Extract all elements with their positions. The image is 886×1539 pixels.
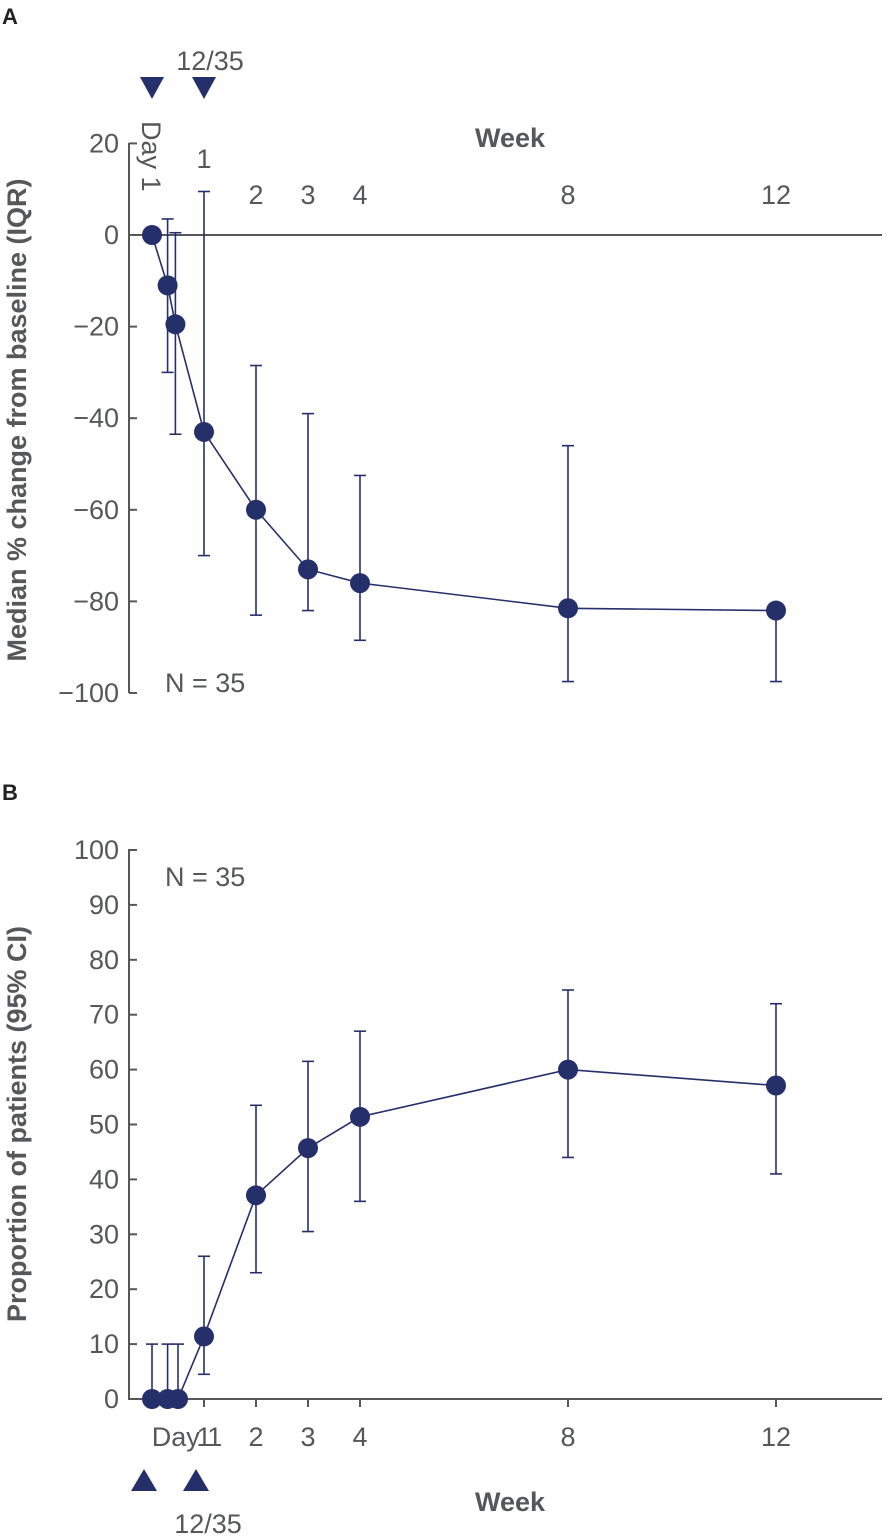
panel-b: B Proportion of patients (95% CI) Week N…: [2, 780, 882, 1539]
data-point: [766, 1075, 786, 1096]
y-tick-label: 60: [89, 1055, 119, 1085]
data-point: [298, 1138, 318, 1159]
x-tick-label: Day 1: [136, 121, 166, 192]
panel-a-y-ticks: 20 0 −20 −40 −60 −80 −100: [58, 128, 137, 708]
y-tick-label: 0: [104, 220, 119, 250]
y-tick-label: 10: [89, 1329, 119, 1359]
data-point: [168, 1389, 188, 1409]
panel-a: A Median % change from baseline (IQR) We…: [2, 4, 882, 708]
y-tick-label: 20: [89, 1274, 119, 1304]
panel-a-markers: [140, 77, 216, 99]
y-tick-label: 20: [89, 128, 119, 158]
panel-a-marker-label: 12/35: [176, 46, 244, 76]
panel-a-n-annotation: N = 35: [165, 668, 245, 698]
panel-b-x-axis-title: Week: [475, 1487, 546, 1517]
dose-marker: [183, 1469, 209, 1491]
x-tick-label: 4: [352, 1422, 367, 1452]
panel-b-n-annotation: N = 35: [165, 862, 245, 892]
panel-b-letter: B: [2, 780, 18, 805]
x-tick-label: 8: [560, 180, 575, 210]
data-point: [142, 225, 162, 245]
data-point: [194, 421, 214, 442]
panel-a-y-axis-title: Median % change from baseline (IQR): [2, 178, 32, 661]
data-point: [142, 1389, 162, 1409]
panel-b-markers: [131, 1469, 209, 1491]
y-tick-label: 40: [89, 1164, 119, 1194]
panel-b-points: [142, 1059, 786, 1409]
panel-a-x-axis-title: Week: [475, 123, 546, 153]
panel-b-series-line: [152, 1068, 777, 1400]
x-tick-label: 1: [196, 1422, 211, 1452]
x-tick-label: 2: [248, 1422, 263, 1452]
x-tick-label: 3: [300, 1422, 315, 1452]
panel-a-points: [142, 225, 786, 621]
panel-a-x-ticks: Day 1 12 3 4 8 12: [136, 121, 791, 210]
data-point: [766, 600, 786, 621]
x-tick-label: 2: [248, 180, 263, 210]
panel-b-error-bars: [146, 989, 782, 1400]
data-point: [165, 314, 186, 335]
panel-b-marker-label: 12/35: [174, 1509, 242, 1539]
y-tick-label: 0: [104, 1384, 119, 1414]
y-tick-label: 100: [74, 835, 119, 865]
x-tick-label: Day 1: [152, 1422, 223, 1452]
panel-b-x-ticks: Day 11 2 3 4 8 12: [151, 1399, 791, 1452]
data-point: [350, 573, 370, 594]
x-tick-label: 8: [560, 1422, 575, 1452]
y-tick-label: 70: [89, 1000, 119, 1030]
y-tick-label: −40: [73, 403, 119, 433]
dose-marker: [192, 77, 216, 99]
x-tick-label: 1: [196, 144, 211, 174]
x-tick-label: 3: [300, 180, 315, 210]
x-tick-label: 12: [761, 1422, 791, 1452]
data-point: [298, 559, 318, 580]
data-point: [246, 499, 266, 520]
y-tick-label: −80: [73, 586, 119, 616]
data-point: [246, 1185, 266, 1206]
data-point: [558, 598, 578, 619]
y-tick-label: −60: [73, 495, 119, 525]
y-tick-label: 30: [89, 1219, 119, 1249]
panel-a-error-bars: [161, 190, 782, 683]
y-tick-label: −100: [58, 678, 119, 708]
y-tick-label: 90: [89, 890, 119, 920]
y-tick-label: 50: [89, 1110, 119, 1140]
y-tick-label: −20: [73, 312, 119, 342]
x-tick-label: 4: [352, 180, 367, 210]
y-tick-label: 80: [89, 945, 119, 975]
data-point: [157, 275, 178, 296]
panel-a-letter: A: [2, 4, 18, 29]
dose-marker: [131, 1469, 157, 1491]
data-point: [350, 1106, 370, 1127]
data-point: [194, 1326, 214, 1347]
data-point: [558, 1059, 578, 1080]
panel-b-y-axis-title: Proportion of patients (95% CI): [2, 926, 32, 1322]
panel-a-series-line: [151, 234, 777, 612]
x-tick-label: 12: [761, 180, 791, 210]
dose-marker: [140, 77, 164, 99]
